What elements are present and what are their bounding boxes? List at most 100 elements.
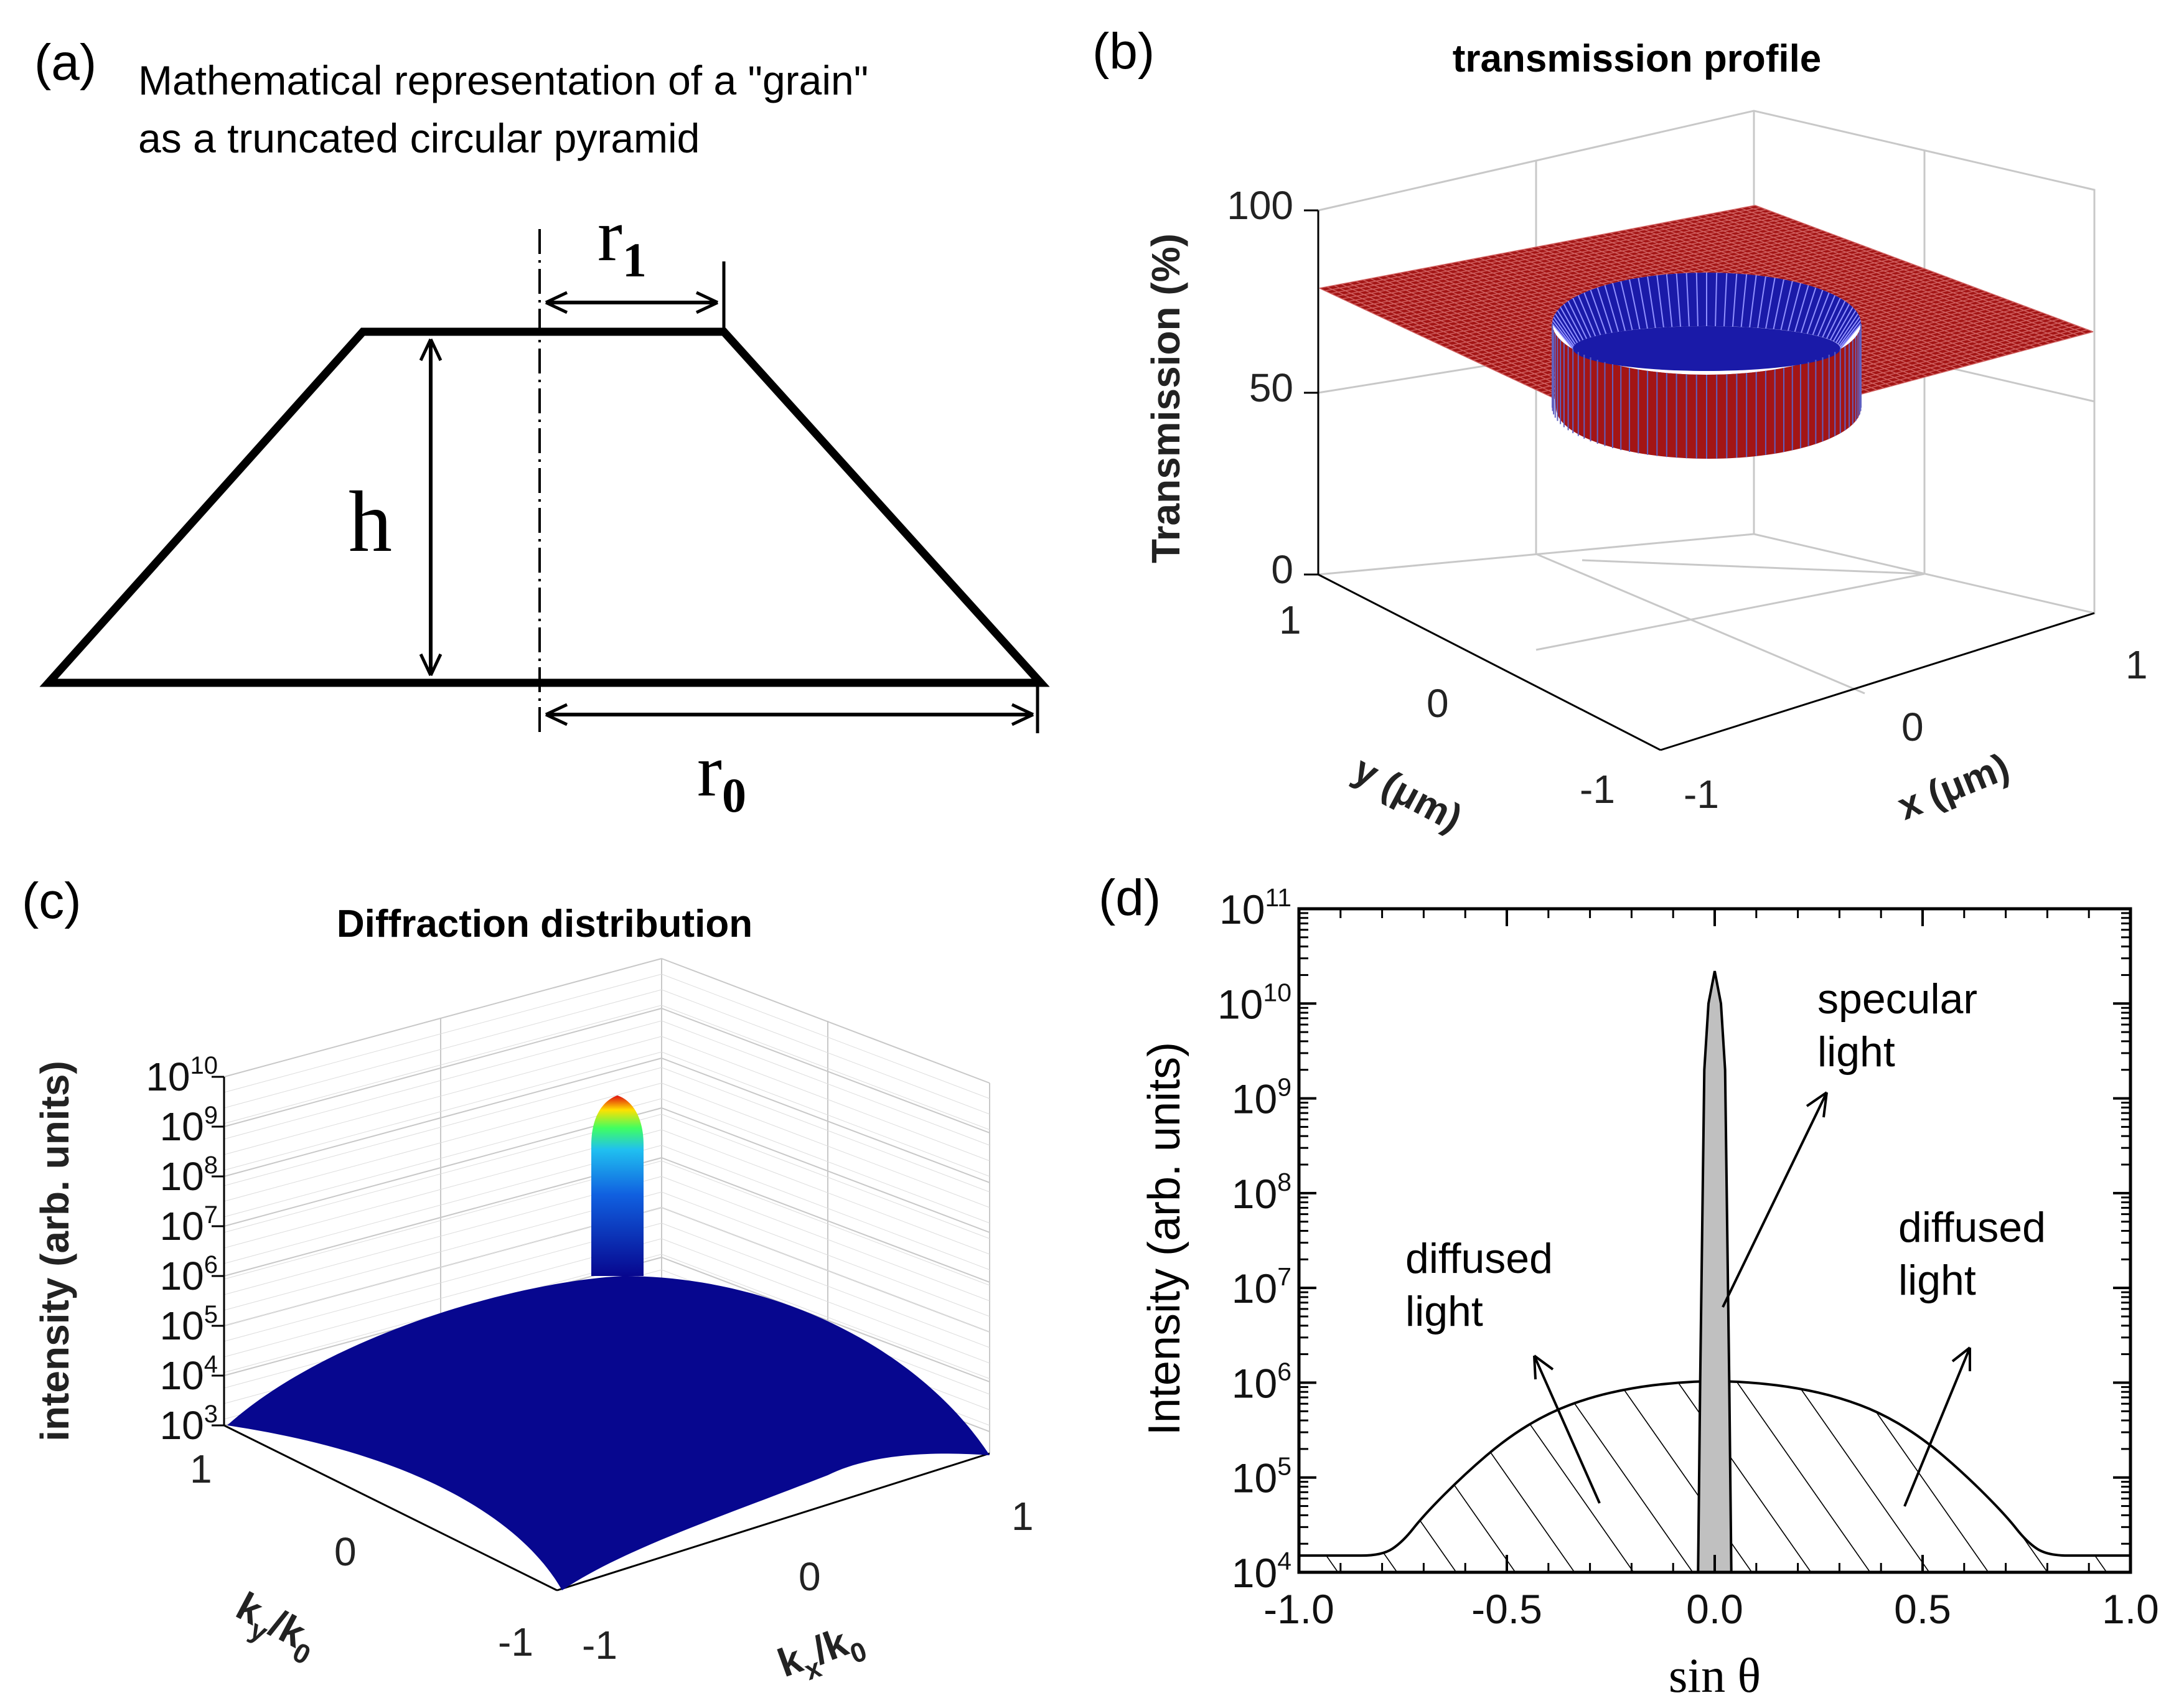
c-grid-rail — [223, 1107, 662, 1227]
plateau-mesh-line — [1748, 206, 2086, 334]
b-x-tick-0: 0 — [1901, 705, 1924, 749]
c-grid-fine — [223, 1020, 662, 1140]
grain-wall-line — [1572, 298, 1591, 338]
c-grid-fine — [661, 1098, 990, 1224]
h-arrows — [419, 338, 443, 677]
panel-c-axes — [212, 1076, 990, 1592]
grain-wall-line — [1801, 287, 1817, 333]
b-x-axis-label: x (μm) — [1891, 745, 2015, 828]
c-grid-fine — [223, 1005, 662, 1124]
d-y-tick-label: 107 — [1232, 1262, 1291, 1311]
c-grid-fine — [661, 989, 990, 1115]
panel-b-title: transmission profile — [1453, 37, 1822, 80]
b-z-tick-100: 100 — [1227, 183, 1293, 228]
grain-wall-line — [1629, 279, 1641, 330]
grain-wall-mesh — [1552, 273, 1862, 459]
grain-wall-line — [1553, 316, 1575, 346]
panel-d-label: (d) — [1099, 870, 1161, 926]
c-grid-fine — [661, 1160, 990, 1286]
c-grid-fine — [661, 1238, 990, 1364]
r1-arrows — [545, 291, 719, 314]
panel-d: (d) 104 105 106 107 108 109 1010 1011 -1.0 -0.5 0.… — [1099, 870, 2159, 1702]
grain-wall-line — [1723, 273, 1728, 327]
c-z-tick-label: 109 — [160, 1102, 218, 1149]
c-grid-fine — [223, 1207, 662, 1326]
c-grid-fine — [223, 989, 662, 1109]
c-y-tick-0: 0 — [334, 1529, 357, 1574]
grain-wall-line — [1832, 307, 1854, 342]
grain-wall-line — [1835, 310, 1857, 344]
c-grid-rail — [223, 1157, 662, 1277]
grain-wall-line — [1740, 274, 1748, 327]
b-z-tick-0: 0 — [1271, 547, 1293, 592]
grain-wall-line — [1675, 273, 1682, 327]
d-x-axis-label: sin θ — [1669, 1648, 1761, 1702]
panel-c-label: (c) — [22, 873, 82, 929]
b-x-tick-neg1: -1 — [1684, 772, 1719, 817]
c-grid-fine — [661, 973, 990, 1099]
panel-c: (c) Diffraction distribution 10310410510… — [22, 873, 1034, 1686]
panel-b: (b) transmission profile — [1092, 23, 2148, 840]
c-grid-fine — [661, 1067, 990, 1193]
c-x-tick-neg1: -1 — [582, 1623, 617, 1668]
plateau-mesh-line — [1740, 207, 2079, 336]
c-grid-fine — [661, 1020, 990, 1146]
d-y-tick-label: 1010 — [1217, 978, 1291, 1027]
c-z-tick-label: 107 — [160, 1201, 218, 1249]
plateau-mesh-line — [1711, 213, 2050, 344]
grain-wall-line — [1822, 298, 1841, 338]
specular-label-line1: specular — [1817, 975, 1977, 1023]
grain-wall-line — [1695, 273, 1699, 327]
plateau-mesh-line — [1733, 209, 2072, 339]
truncated-pyramid-outline — [39, 327, 1050, 687]
diffuse-dome — [227, 1276, 990, 1590]
grain-wall-line — [1773, 279, 1784, 330]
b-y-tick-0: 0 — [1427, 681, 1449, 726]
d-x-tick-label: -1.0 — [1263, 1586, 1334, 1632]
grain-wall-line — [1780, 281, 1793, 331]
c-grid-fine — [661, 1254, 990, 1379]
c-grid-rail — [661, 1257, 990, 1382]
specular-arrowhead — [1806, 1091, 1828, 1118]
plateau-mesh-line — [1718, 212, 2058, 342]
diffused-right-arrow — [1903, 1347, 1971, 1507]
diffused-right-label-line1: diffused — [1898, 1204, 2046, 1251]
b-y-axis-label: y (μm) — [1346, 748, 1469, 840]
panel-a-title-line1: Mathematical representation of a "grain" — [138, 57, 868, 103]
specular-arrow — [1722, 1092, 1828, 1308]
c-grid-fine — [223, 1238, 662, 1358]
c-grid-fine — [661, 1036, 990, 1161]
annotation-arrows — [1533, 1091, 1971, 1507]
c-grid-fine — [223, 1098, 662, 1217]
c-y-tick-1: 1 — [190, 1447, 212, 1491]
c-z-tick-label: 108 — [160, 1152, 218, 1199]
c-grid-fine — [223, 973, 662, 1093]
panel-a: (a) Mathematical representation of a "gr… — [34, 34, 1050, 822]
c-x-tick-1: 1 — [1011, 1494, 1034, 1539]
plateau-mesh-line — [1726, 210, 2064, 340]
c-grid-rail — [661, 1107, 990, 1233]
grain-wall-line — [1806, 289, 1824, 334]
d-y-axis-label: Intensity (arb. units) — [1140, 1042, 1189, 1435]
plateau-mesh-line — [1697, 216, 2036, 348]
plateau-mesh-line — [1704, 214, 2043, 346]
c-grid-fine — [223, 1067, 662, 1186]
c-grid-fine — [661, 1051, 990, 1177]
grain-wall-line — [1656, 275, 1664, 328]
d-y-tick-label: 104 — [1232, 1547, 1291, 1596]
grain-wall-line — [1837, 313, 1859, 345]
grain-wall-line — [1554, 313, 1576, 345]
b-y-tick-1: 1 — [1279, 598, 1301, 642]
grain-wall-line — [1732, 273, 1738, 327]
grain-wall-line — [1794, 285, 1809, 332]
c-grid-rail — [661, 1008, 990, 1133]
c-grid-fine — [223, 1082, 662, 1202]
panel-a-title-line2: as a truncated circular pyramid — [138, 115, 700, 161]
grain-wall-line — [1765, 278, 1776, 329]
c-grid-rail — [223, 1058, 662, 1177]
c-grid-fine — [661, 1191, 990, 1317]
grain-wall-line — [1666, 274, 1673, 327]
grain-wall-line — [1840, 323, 1862, 349]
